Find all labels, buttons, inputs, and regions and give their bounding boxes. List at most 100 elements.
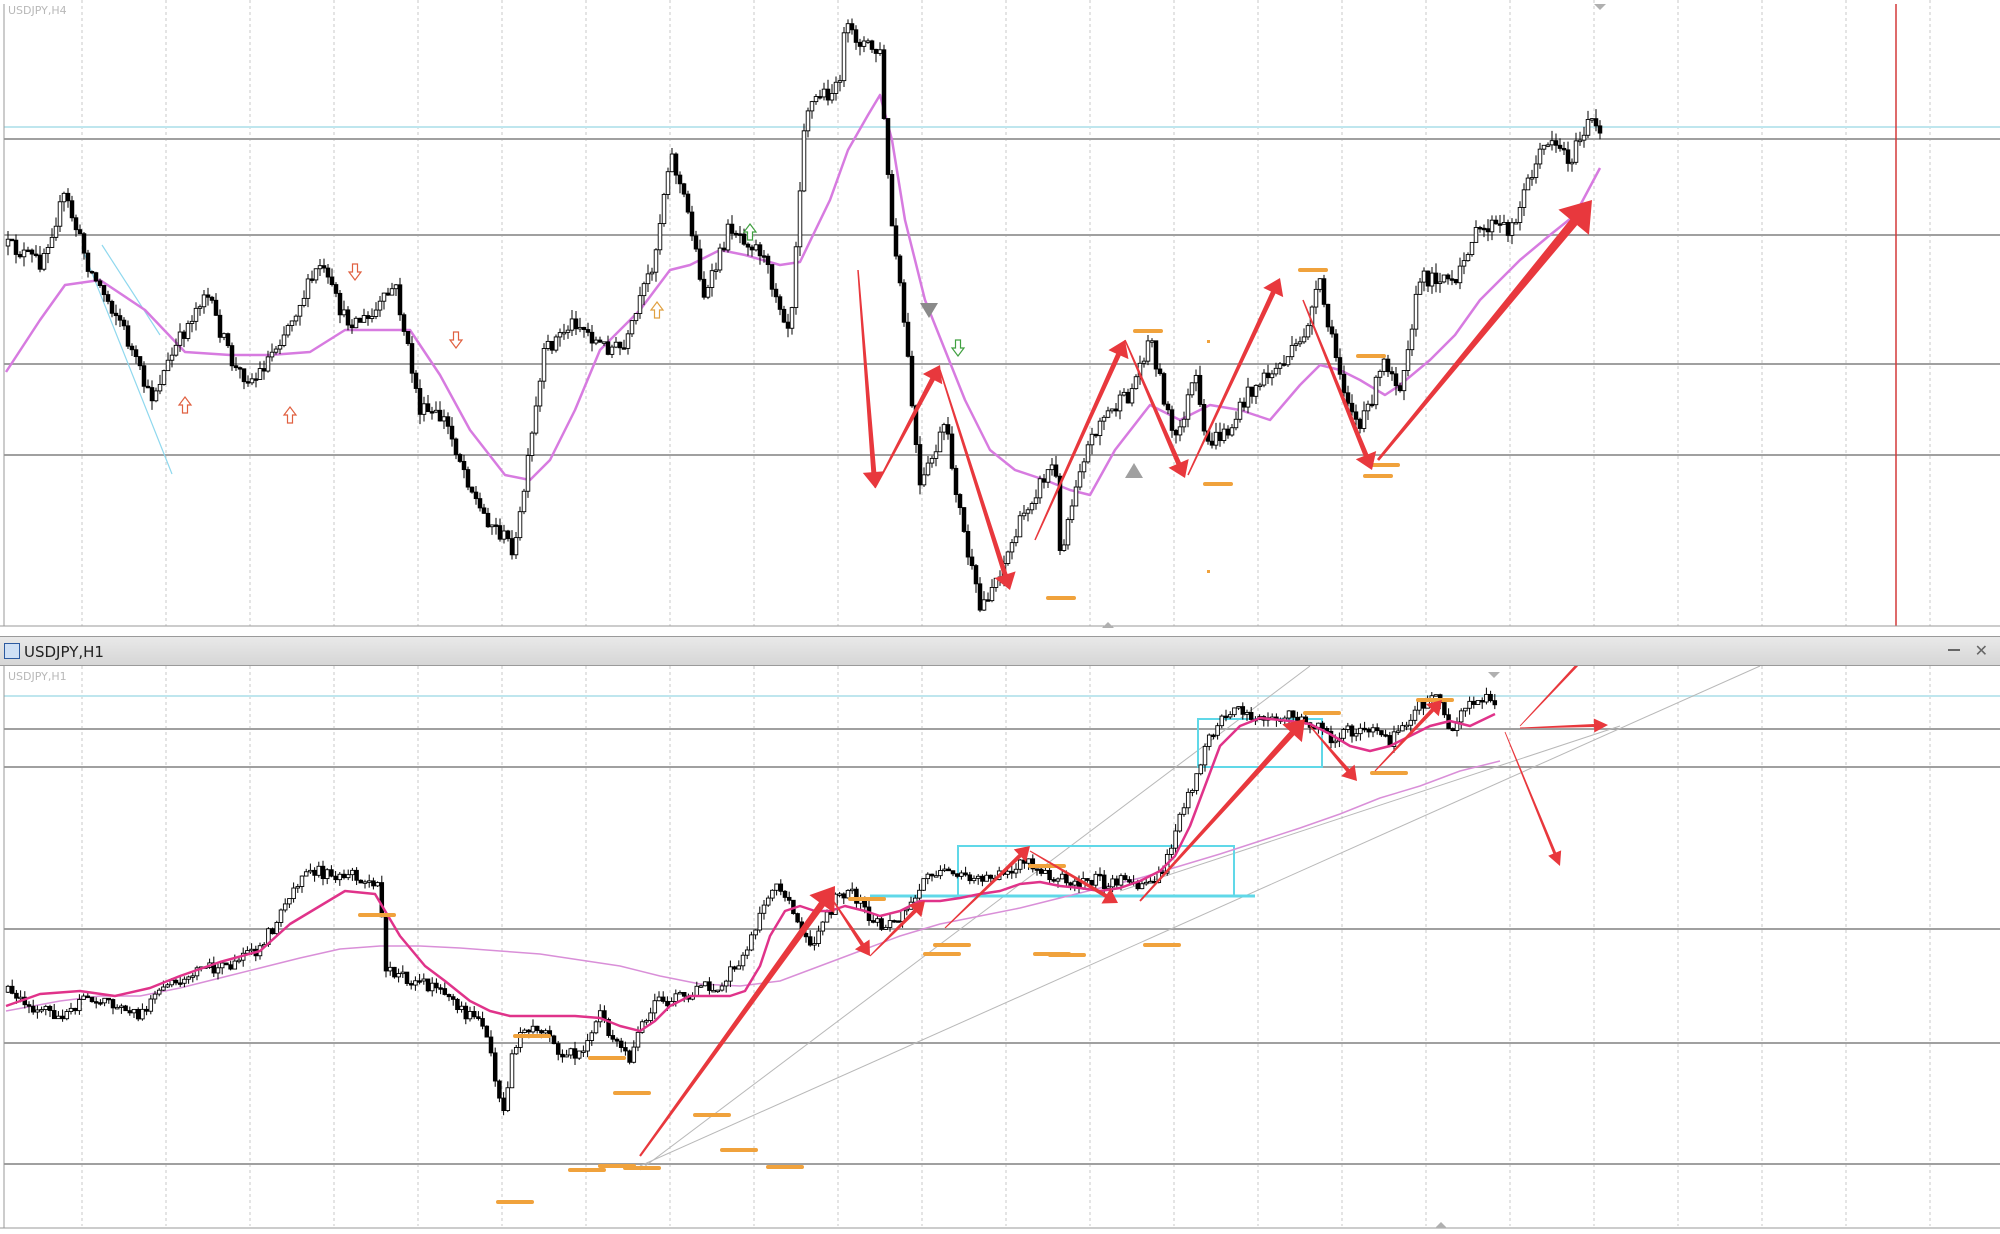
h4-candle: [369, 316, 375, 319]
h4-candle: [1521, 189, 1527, 208]
h4-candle: [545, 340, 551, 349]
h4-candle: [1201, 404, 1207, 432]
h4-candle: [269, 351, 275, 358]
h4-candle: [297, 304, 303, 317]
h1-analysis-arrow: [869, 901, 925, 957]
h1-candle: [719, 985, 725, 991]
h4-candle: [101, 285, 107, 296]
h4-chart-pane[interactable]: USDJPY,H4: [0, 0, 2000, 636]
h4-candle: [977, 583, 983, 611]
h4-small-marker: [1207, 340, 1210, 343]
minimize-icon[interactable]: [1948, 649, 1960, 651]
h4-candle: [1061, 544, 1067, 551]
h4-candle: [1481, 227, 1487, 231]
h4-candle: [57, 201, 63, 227]
h1-candle: [9, 985, 15, 994]
h4-candle: [373, 309, 379, 317]
h4-candle: [1465, 254, 1471, 262]
h1-candle: [89, 996, 95, 1003]
h4-candle: [1353, 411, 1359, 420]
h4-candle: [1249, 386, 1255, 397]
h4-candle: [1509, 222, 1515, 236]
h1-candle: [1488, 693, 1493, 702]
h1-candle: [442, 988, 448, 995]
h4-candle: [965, 531, 971, 558]
h1-candle: [1089, 879, 1094, 886]
h4-candle: [1437, 281, 1443, 285]
triangle-icon: [1125, 463, 1143, 478]
h1-candle: [744, 949, 750, 956]
h4-candle: [1569, 161, 1575, 165]
h1-candle: [1227, 714, 1233, 718]
h1-candle: [610, 1035, 616, 1040]
h4-candle: [1457, 265, 1463, 284]
h1-analysis-arrow: [1029, 850, 1118, 904]
h4-candle: [405, 331, 411, 345]
h1-candle: [350, 869, 355, 876]
h1-candle: [1059, 873, 1065, 880]
h1-candle: [1009, 870, 1015, 874]
h1-candle: [933, 875, 939, 878]
h1-candle: [786, 896, 792, 901]
h1-candle: [30, 1005, 36, 1013]
h4-candle: [1281, 363, 1287, 366]
h1-candle: [1085, 878, 1090, 881]
h1-chart-canvas[interactable]: [0, 666, 2000, 1234]
h1-candle: [1026, 858, 1031, 864]
h1-candle: [148, 998, 154, 1012]
h4-channel-line: [81, 247, 173, 475]
h1-candle: [1072, 880, 1078, 886]
h1-candle: [917, 889, 922, 899]
h1-candle: [803, 932, 809, 938]
h4-candle: [1045, 469, 1051, 483]
h4-candle: [1305, 325, 1311, 338]
h4-candle: [549, 340, 555, 351]
h1-candle: [1173, 830, 1178, 849]
h4-candle: [821, 88, 827, 98]
h4-candle: [569, 318, 575, 331]
h4-candle: [541, 348, 547, 382]
h4-candle: [1025, 509, 1031, 514]
h4-candle: [453, 438, 459, 455]
h1-candle: [224, 962, 229, 966]
h4-candle: [1493, 219, 1499, 225]
h1-candle: [1353, 733, 1359, 737]
h4-candle: [749, 246, 755, 251]
h4-candle: [1253, 384, 1259, 397]
close-icon[interactable]: ✕: [1974, 641, 1988, 660]
h1-candle: [740, 954, 746, 967]
h1-candle: [362, 881, 368, 884]
h4-chart-canvas[interactable]: [0, 0, 2000, 636]
h1-analysis-arrow: [1139, 719, 1305, 902]
h4-candle: [1485, 228, 1491, 233]
h4-candle: [637, 295, 643, 315]
h1-candle: [1412, 709, 1418, 721]
h1-candle: [1148, 880, 1153, 884]
h1-candle: [492, 1052, 498, 1082]
h1-candle: [698, 985, 704, 988]
h4-candle: [257, 368, 263, 380]
h4-candle: [361, 315, 367, 323]
h4-analysis-arrow: [1034, 340, 1129, 541]
h1-candle: [509, 1053, 515, 1089]
h4-candle: [649, 271, 655, 275]
h1-candle: [1232, 707, 1237, 716]
h4-candle: [933, 451, 939, 459]
h4-candle: [1525, 177, 1531, 191]
h1-candle: [715, 989, 721, 993]
h4-candle: [21, 249, 27, 258]
h4-candle: [1293, 343, 1299, 346]
h4-candle: [285, 325, 291, 336]
h1-candle: [337, 873, 343, 881]
h4-candle: [129, 345, 135, 351]
h4-candle: [1169, 409, 1175, 431]
h1-chart-pane[interactable]: USDJPY,H1: [0, 666, 2000, 1234]
h4-candle: [793, 246, 799, 309]
h4-candle: [989, 586, 995, 602]
h1-analysis-arrow: [829, 895, 870, 956]
h1-window-titlebar[interactable]: USDJPY,H1 ✕: [0, 636, 2000, 666]
h4-candle: [513, 537, 519, 556]
h1-candle: [1458, 710, 1464, 723]
h4-candle: [385, 292, 391, 296]
h4-candle: [1009, 542, 1015, 553]
